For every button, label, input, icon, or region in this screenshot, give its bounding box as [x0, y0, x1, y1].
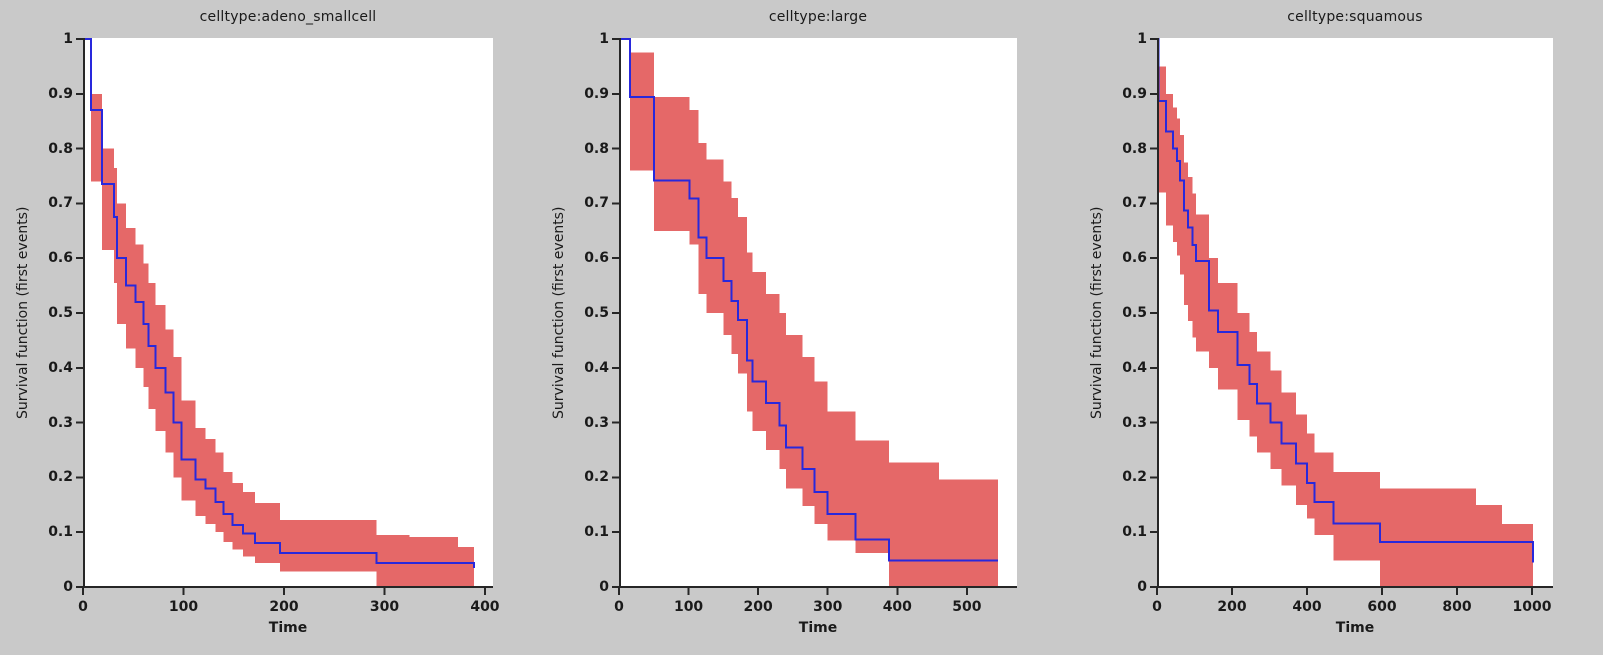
y-tick-label: 0.3 [48, 414, 73, 431]
y-tick-label: 0.7 [584, 195, 609, 212]
subplot-squamous: celltype:squamous Survival function (fir… [1074, 0, 1603, 655]
y-tick-label: 0 [63, 579, 73, 595]
y-tick-label: 0.6 [48, 250, 73, 267]
x-tick-label: 0 [1152, 599, 1162, 615]
x-tick-label: 1000 [1512, 599, 1552, 615]
y-tick-label: 0.4 [48, 359, 73, 376]
y-tick-label: 0.6 [1122, 250, 1147, 267]
plot-area [76, 38, 493, 595]
plot-title: celltype:large [768, 9, 868, 25]
x-tick-label: 300 [369, 599, 400, 615]
y-tick-label: 0.2 [48, 469, 73, 486]
survival-chart [612, 38, 1017, 595]
confidence-band [630, 52, 999, 587]
confidence-band [91, 93, 474, 588]
y-tick-label: 0.9 [48, 85, 73, 102]
x-tick-label: 600 [1367, 599, 1397, 615]
y-tick-label: 0.7 [48, 195, 73, 212]
survival-line [619, 38, 999, 562]
y-tick-label: 0.8 [1122, 140, 1147, 157]
y-tick-label: 0.5 [48, 305, 73, 321]
x-tick-label: 400 [882, 599, 912, 615]
y-tick-label: 0.9 [584, 85, 609, 102]
y-tick-label: 1 [1137, 31, 1147, 47]
subplot-large: celltype:large Survival function (first … [536, 0, 1074, 655]
x-tick-label: 400 [470, 599, 500, 615]
x-tick-label: 200 [269, 599, 299, 615]
x-tick-label: 100 [168, 599, 199, 615]
y-tick-label: 0.4 [1122, 359, 1147, 376]
y-tick-label: 1 [599, 31, 609, 47]
confidence-band [1158, 66, 1534, 587]
plot-area [612, 38, 1017, 595]
y-tick-label: 0.5 [1122, 305, 1147, 321]
x-tick-label: 0 [78, 599, 88, 615]
y-tick-label: 0.3 [584, 414, 609, 431]
y-tick-label: 0.8 [48, 140, 73, 157]
x-tick-label: 200 [743, 599, 773, 615]
survival-line [83, 38, 475, 568]
survival-chart [76, 38, 493, 595]
y-tick-label: 0.5 [584, 305, 609, 321]
x-tick-label: 300 [813, 599, 843, 615]
survival-line [1157, 38, 1535, 563]
y-tick-label: 0.6 [584, 250, 609, 267]
survival-chart [1150, 38, 1553, 595]
y-tick-label: 0.2 [584, 469, 609, 486]
subplot-adeno-smallcell: celltype:adeno_smallcell Survival functi… [0, 0, 534, 655]
y-tick-label: 0 [599, 579, 609, 595]
y-tick-label: 0.1 [584, 524, 609, 541]
y-tick-label: 1 [63, 31, 73, 47]
x-tick-label: 100 [673, 599, 704, 615]
y-tick-label: 0.8 [584, 140, 609, 157]
plot-title: celltype:adeno_smallcell [199, 9, 377, 25]
x-axis-label: Time [268, 620, 308, 636]
plot-area [1150, 38, 1553, 595]
x-tick-label: 800 [1442, 599, 1472, 615]
y-tick-label: 0.3 [1122, 414, 1147, 431]
x-axis-label: Time [1335, 620, 1375, 636]
x-tick-label: 200 [1217, 599, 1247, 615]
y-tick-label: 0 [1137, 579, 1147, 595]
y-tick-label: 0.4 [584, 359, 609, 376]
y-tick-label: 0.1 [1122, 524, 1147, 541]
plot-title: celltype:squamous [1287, 9, 1423, 25]
y-tick-label: 0.1 [48, 524, 73, 541]
x-tick-label: 400 [1292, 599, 1322, 615]
x-tick-label: 0 [614, 599, 624, 615]
y-tick-label: 0.7 [1122, 195, 1147, 212]
x-axis-label: Time [798, 620, 838, 636]
y-tick-label: 0.2 [1122, 469, 1147, 486]
y-tick-label: 0.9 [1122, 85, 1147, 102]
x-tick-label: 500 [952, 599, 982, 615]
